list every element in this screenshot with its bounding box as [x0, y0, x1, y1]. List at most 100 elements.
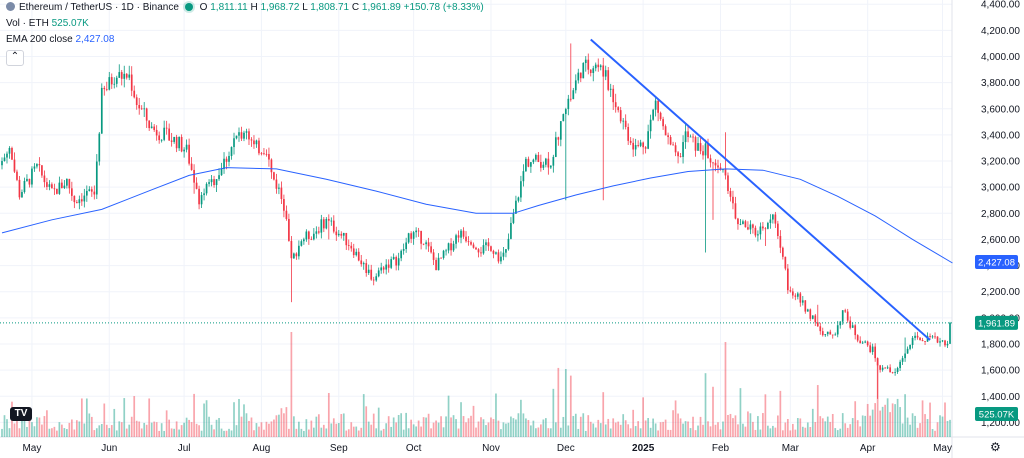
candle-body	[612, 88, 615, 103]
candle-body	[652, 109, 654, 120]
volume-bar	[692, 416, 694, 437]
candle-body	[861, 342, 864, 344]
candle-body	[767, 222, 769, 229]
volume-bar	[155, 422, 158, 437]
candle-body	[21, 191, 23, 198]
candle-body	[90, 189, 93, 192]
symbol-title[interactable]: Ethereum / TetherUS · 1D · Binance	[19, 2, 179, 13]
candle-body	[724, 169, 727, 176]
volume-bar	[644, 420, 647, 437]
last-price-tag-bg	[975, 315, 1018, 330]
trend-line	[590, 38, 931, 341]
candle-body	[515, 200, 517, 214]
candle-body	[223, 158, 225, 170]
candle-body	[417, 230, 420, 232]
candle-body	[268, 154, 270, 160]
candle-body	[283, 199, 285, 211]
candle-body	[814, 315, 817, 323]
volume-bar	[303, 430, 305, 437]
candle-body	[714, 162, 717, 166]
volume-bar	[335, 423, 338, 437]
tradingview-logo[interactable]: TV	[10, 407, 32, 421]
volume-bar	[125, 428, 128, 437]
candle-body	[752, 224, 754, 228]
volume-bar	[308, 429, 310, 437]
legend-row-symbol[interactable]: Ethereum / TetherUS · 1D · Binance O 1,8…	[6, 1, 484, 15]
candle-body	[467, 241, 470, 243]
candle-body	[133, 90, 136, 98]
volume-bar	[370, 424, 373, 437]
legend-row-volume[interactable]: Vol · ETH 525.07K	[6, 17, 89, 31]
candle-body	[747, 227, 749, 230]
volume-bar	[442, 427, 445, 437]
volume-bar	[901, 423, 904, 437]
volume-bar	[482, 419, 485, 437]
volume-bar	[944, 402, 946, 437]
candle-body	[604, 70, 607, 77]
candle-body	[6, 153, 8, 158]
candle-body	[487, 242, 490, 247]
candle-body	[320, 219, 323, 233]
candle-body	[836, 325, 839, 335]
volume-bar	[515, 419, 517, 437]
candle-body	[100, 87, 103, 134]
gear-icon[interactable]: ⚙	[990, 440, 1001, 454]
candle-body	[185, 144, 188, 150]
volume-bar	[824, 421, 827, 437]
candle-body	[732, 196, 734, 204]
candle-body	[806, 309, 809, 312]
candle-body	[13, 159, 16, 172]
volume-bar	[769, 428, 772, 437]
candle-body	[155, 129, 158, 136]
chevron-up-icon: ⌃	[10, 51, 20, 62]
volume-bar	[205, 400, 208, 437]
volume-bar	[135, 420, 138, 437]
candle-body	[647, 131, 649, 149]
candle-body	[220, 169, 223, 176]
candle-body	[450, 243, 452, 251]
price-tags: 2,427.08 1,961.89 525.07K	[975, 255, 1018, 421]
volume-bar	[80, 398, 83, 437]
collapse-legend-button[interactable]: ⌃	[6, 50, 24, 66]
volume-bar	[502, 422, 505, 437]
volume-bar	[233, 402, 235, 437]
candle-body	[799, 293, 802, 303]
candle-body	[540, 162, 542, 168]
volume-bar	[642, 397, 644, 437]
candle-body	[844, 310, 847, 312]
volume-bar	[21, 414, 23, 437]
candle-body	[517, 197, 520, 201]
volume-bar	[632, 409, 635, 437]
candle-body	[173, 136, 175, 142]
volume-bar	[235, 425, 238, 437]
volume-bar	[724, 342, 727, 437]
volume-bar	[225, 430, 228, 437]
x-tick-label: Jun	[101, 443, 117, 454]
candle-body	[380, 267, 383, 271]
volume-bar	[782, 430, 784, 437]
volume-bar	[138, 421, 141, 437]
candle-body	[672, 144, 674, 146]
candle-body	[791, 291, 794, 296]
candle-body	[365, 263, 368, 274]
candle-body	[350, 245, 353, 249]
candle-body	[203, 193, 205, 196]
volume-bar	[727, 414, 729, 437]
volume-bar	[6, 419, 8, 437]
volume-bar	[764, 394, 767, 437]
volume-bar	[95, 428, 98, 437]
candle-body	[851, 325, 854, 328]
close-label: C	[351, 2, 360, 13]
candle-body	[774, 214, 777, 224]
volume-bar	[662, 421, 664, 437]
candle-body	[135, 97, 138, 106]
candle-body	[866, 341, 869, 346]
volume-bar	[879, 410, 881, 437]
candle-body	[637, 145, 640, 146]
volume-bar	[183, 422, 185, 437]
legend-row-ema[interactable]: EMA 200 close 2,427.08	[6, 33, 114, 47]
volume-bar	[148, 398, 151, 437]
candlesticks	[1, 43, 951, 399]
volume-bar	[68, 422, 71, 437]
